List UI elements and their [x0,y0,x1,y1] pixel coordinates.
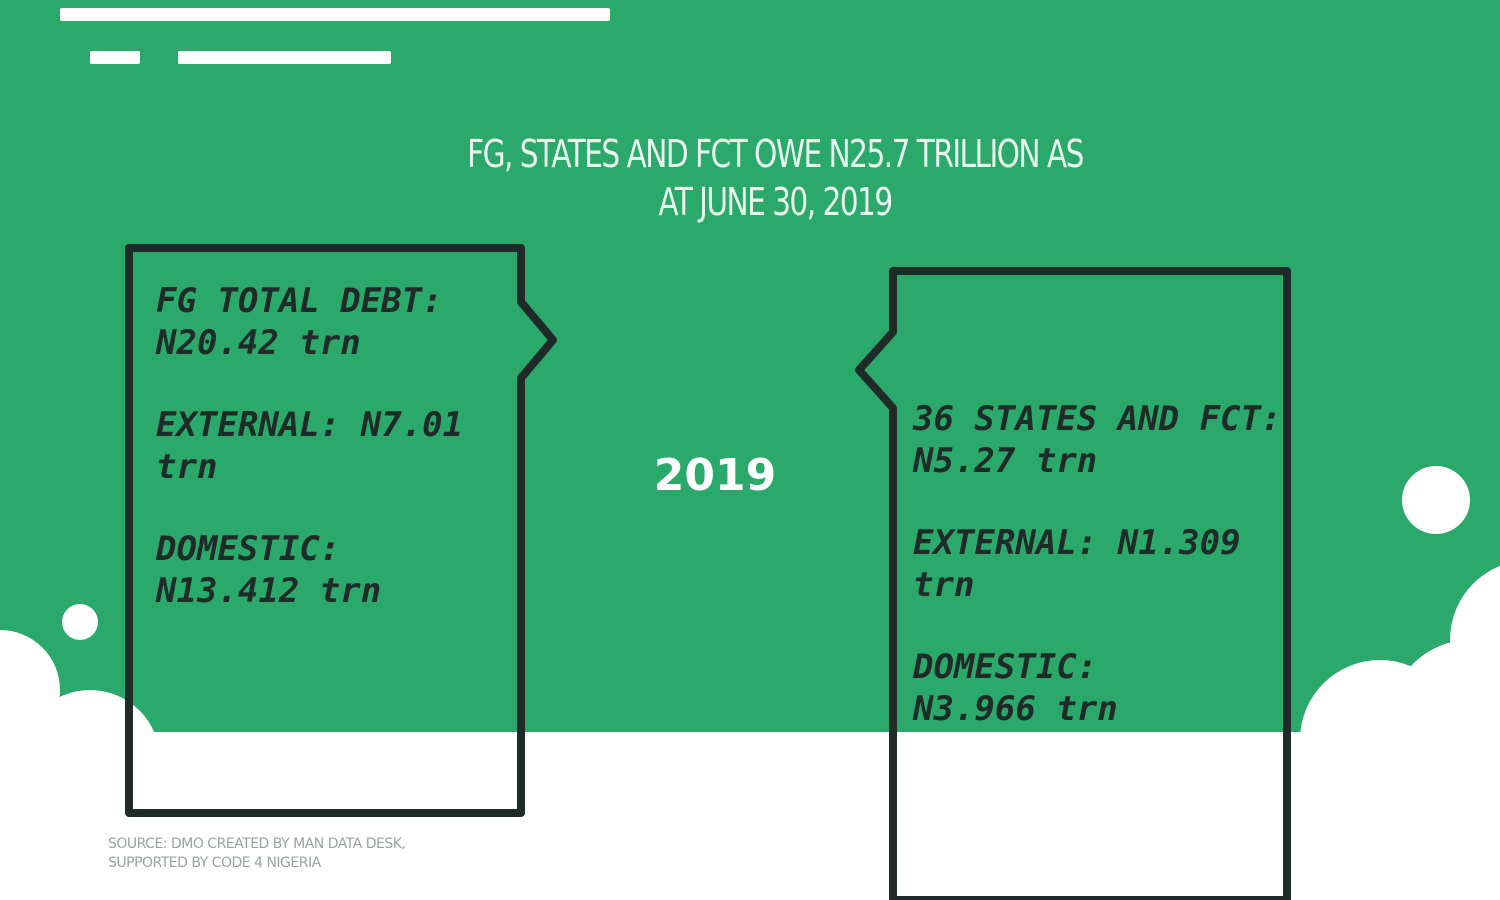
year-label: 2019 [653,450,777,501]
fg-total-unit: trn [299,323,361,363]
states-domestic-label: DOMESTIC: [913,647,1098,687]
left-dot [62,604,98,640]
fg-callout-box [125,244,557,817]
states-total-label: 36 STATES AND FCT: [913,399,1282,439]
states-debt-text: 36 STATES AND FCT: N5.27 trn EXTERNAL: N… [913,398,1303,770]
headline-line-2: AT JUNE 30, 2019 [658,180,893,224]
states-external-unit: trn [913,565,975,605]
headline-line-1: FG, STATES AND FCT OWE N25.7 TRILLION AS [467,132,1084,176]
fg-total-value: N20.42 [156,323,279,363]
green-background [0,0,1500,732]
headline: FG, STATES AND FCT OWE N25.7 TRILLION AS… [405,130,1146,226]
fg-external-label: EXTERNAL: [156,405,341,445]
decorative-bar [60,8,610,21]
fg-domestic-label: DOMESTIC: [156,529,341,569]
states-domestic-value: N3.966 [913,689,1036,729]
decorative-bar [178,51,391,64]
fg-external-unit: trn [156,447,218,487]
states-domestic-unit: trn [1056,689,1118,729]
source-line-1: SOURCE: DMO CREATED BY MAN DATA DESK, [108,836,406,852]
fg-external-value: N7.01 [360,405,464,445]
left-cloud [0,630,160,830]
fg-domestic-debt: DOMESTIC: N13.412 trn [156,528,516,612]
right-cloud [1300,565,1500,820]
states-total-debt: 36 STATES AND FCT: N5.27 trn [913,398,1303,482]
states-callout-box [855,267,1291,900]
decorative-bar [90,51,140,64]
source-line-2: SUPPORTED BY CODE 4 NIGERIA [108,855,321,871]
states-total-unit: trn [1035,441,1098,481]
fg-total-debt: FG TOTAL DEBT: N20.42 trn [156,280,516,364]
fg-external-debt: EXTERNAL: N7.01 trn [156,404,516,488]
states-external-label: EXTERNAL: [913,523,1098,563]
states-external-value: N1.309 [1117,523,1241,563]
states-total-value: N5.27 [913,441,1016,481]
fg-domestic-unit: trn [319,571,382,611]
states-external-debt: EXTERNAL: N1.309 trn [913,522,1303,606]
fg-domestic-value: N13.412 [156,571,300,611]
fg-debt-text: FG TOTAL DEBT: N20.42 trn EXTERNAL: N7.0… [156,280,516,652]
states-domestic-debt: DOMESTIC: N3.966 trn [913,646,1303,730]
source-credit: SOURCE: DMO CREATED BY MAN DATA DESK, SU… [108,835,588,873]
fg-total-label: FG TOTAL DEBT: [156,281,443,321]
right-dot [1402,466,1470,534]
